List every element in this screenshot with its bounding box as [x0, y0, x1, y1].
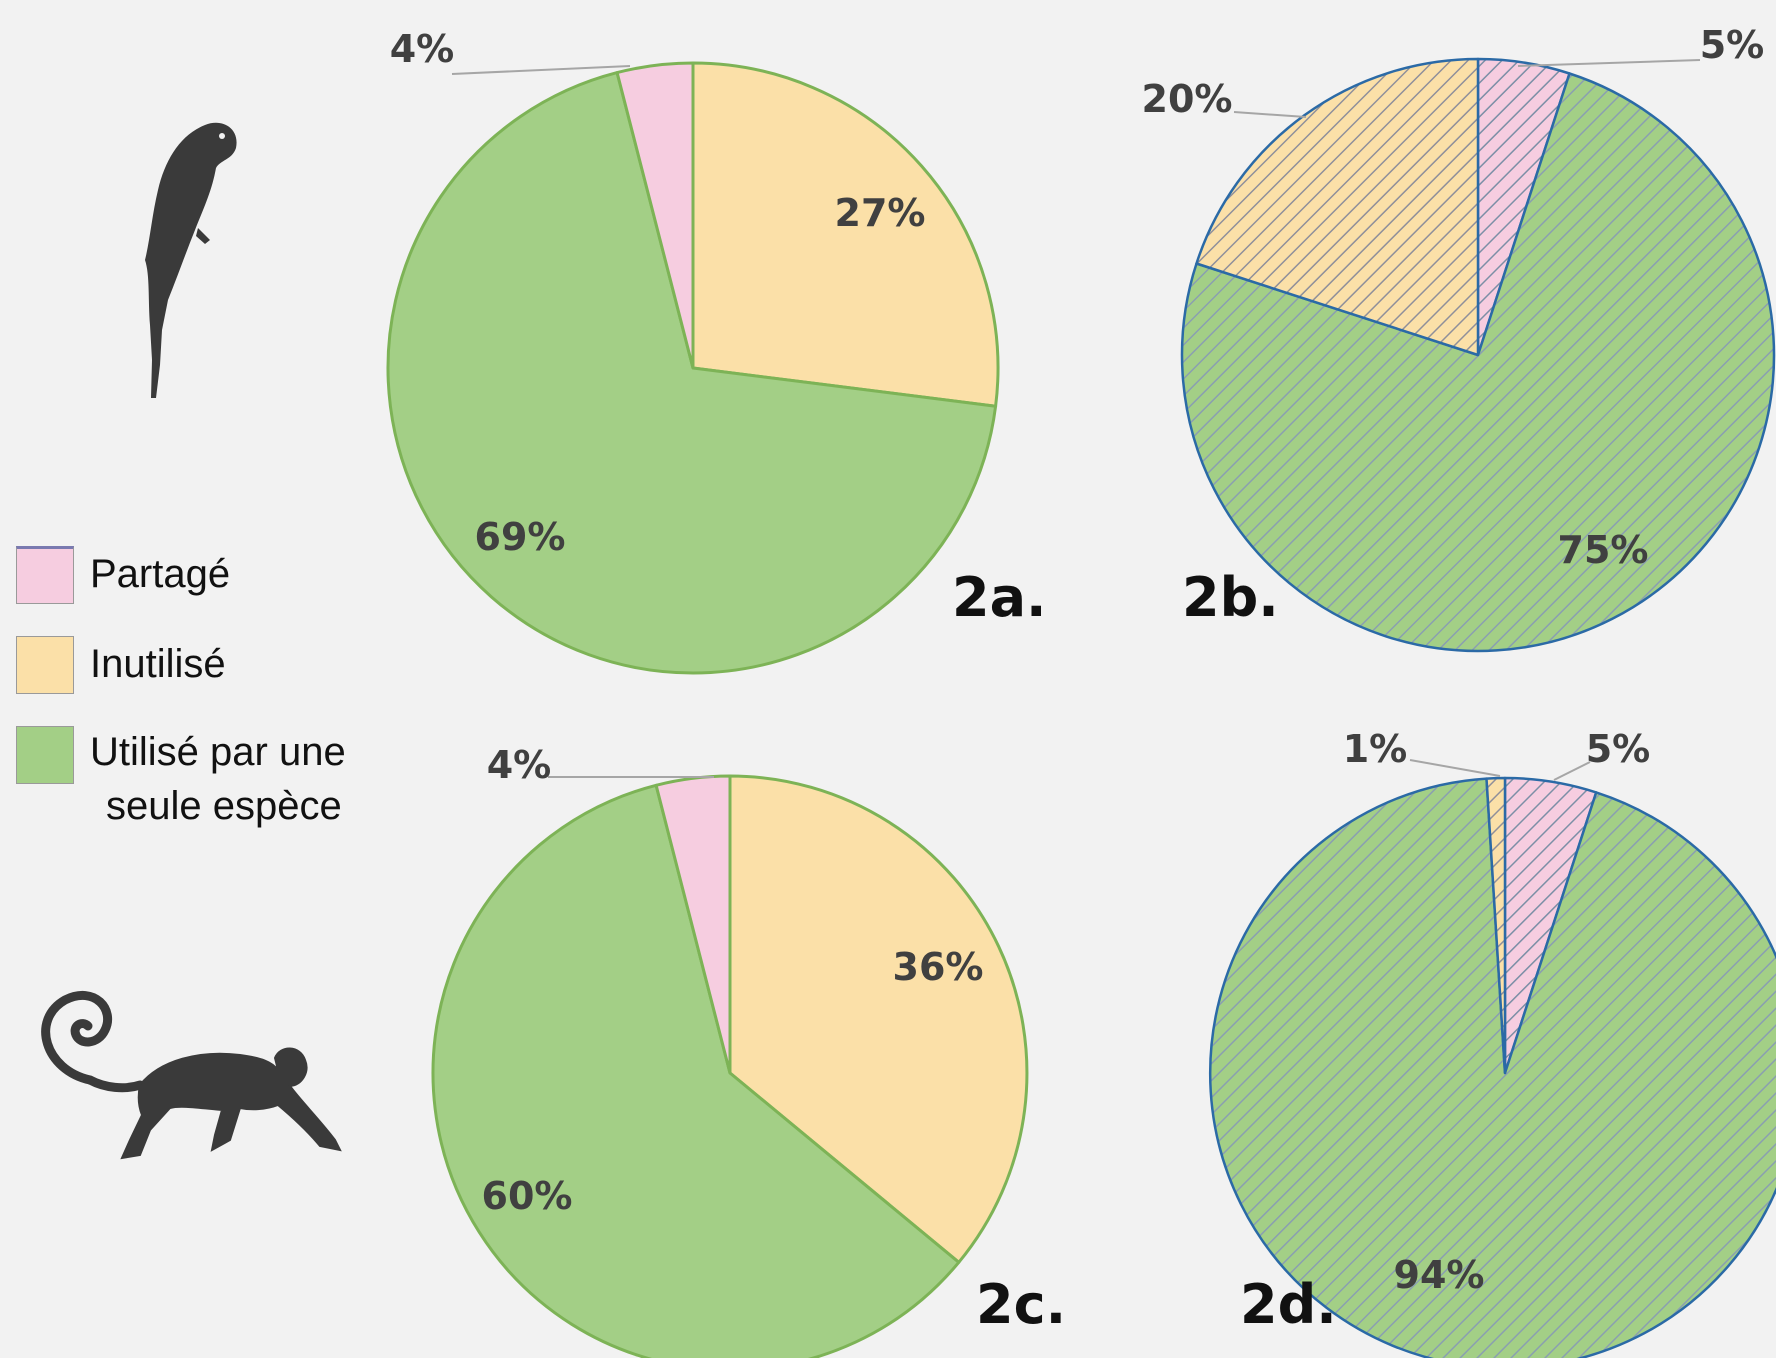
pie-chart-2c: 4% 36% 60% 2c. [431, 743, 1066, 1358]
panel-label: 2a. [952, 566, 1047, 629]
legend-item-inutilise: Inutilisé [14, 632, 394, 724]
data-label-utilise: 94% [1394, 1253, 1485, 1297]
legend-item-utilise: Utilisé par une seule espèce [14, 724, 394, 828]
leader-line-partage [451, 65, 631, 75]
pie-slice-utilise [386, 71, 998, 675]
data-label-partage: 5% [1586, 727, 1651, 771]
leader-line-inutilise [1409, 759, 1501, 777]
data-label-partage: 4% [390, 27, 455, 71]
data-label-inutilise: 20% [1142, 77, 1233, 121]
data-label-utilise: 75% [1558, 528, 1649, 572]
legend-item-partage: Partagé [14, 540, 394, 632]
leader-line-inutilise [1233, 111, 1307, 118]
panel-label: 2c. [976, 1273, 1066, 1336]
monkey-silhouette-icon [41, 990, 342, 1160]
panel-label: 2b. [1182, 566, 1279, 629]
legend-label-utilise-line2: seule espèce [106, 784, 342, 828]
pie-slice-partage [615, 61, 695, 370]
data-label-partage: 5% [1700, 23, 1765, 67]
data-label-partage: 4% [487, 743, 552, 787]
pie-slice-inutilise [1195, 57, 1480, 357]
leader-line-partage [1517, 59, 1701, 67]
legend: Partagé Inutilisé Utilisé par une seule … [14, 540, 394, 828]
legend-swatch-green [16, 726, 74, 784]
data-label-inutilise: 27% [835, 191, 926, 235]
legend-label-inutilise: Inutilisé [90, 642, 226, 686]
panel-label: 2d. [1240, 1273, 1337, 1336]
data-label-inutilise: 1% [1343, 727, 1408, 771]
data-label-utilise: 60% [482, 1174, 573, 1218]
pie-slice-inutilise [1485, 776, 1507, 1075]
pie-chart-2b: 5% 20% 75% 2b. [1142, 23, 1776, 653]
pie-slice-inutilise [728, 774, 1029, 1264]
data-label-utilise: 69% [475, 515, 566, 559]
pie-slice-inutilise [691, 61, 1000, 408]
pie-chart-2d: 5% 1% 94% 2d. [1208, 727, 1776, 1358]
data-label-inutilise: 36% [893, 945, 984, 989]
legend-swatch-orange [16, 636, 74, 694]
leader-line-partage [1553, 761, 1591, 781]
pie-chart-2a: 4% 27% 69% 2a. [386, 27, 1047, 675]
parrot-silhouette-icon [145, 122, 237, 399]
pie-slice-utilise [1208, 777, 1776, 1358]
legend-label-utilise-line1: Utilisé par une [90, 730, 346, 774]
pie-slice-utilise [431, 783, 961, 1358]
legend-label-partage: Partagé [90, 552, 231, 596]
pie-slice-utilise [1180, 72, 1776, 653]
pie-slice-partage [654, 774, 732, 1075]
legend-swatch-pink [16, 546, 74, 604]
